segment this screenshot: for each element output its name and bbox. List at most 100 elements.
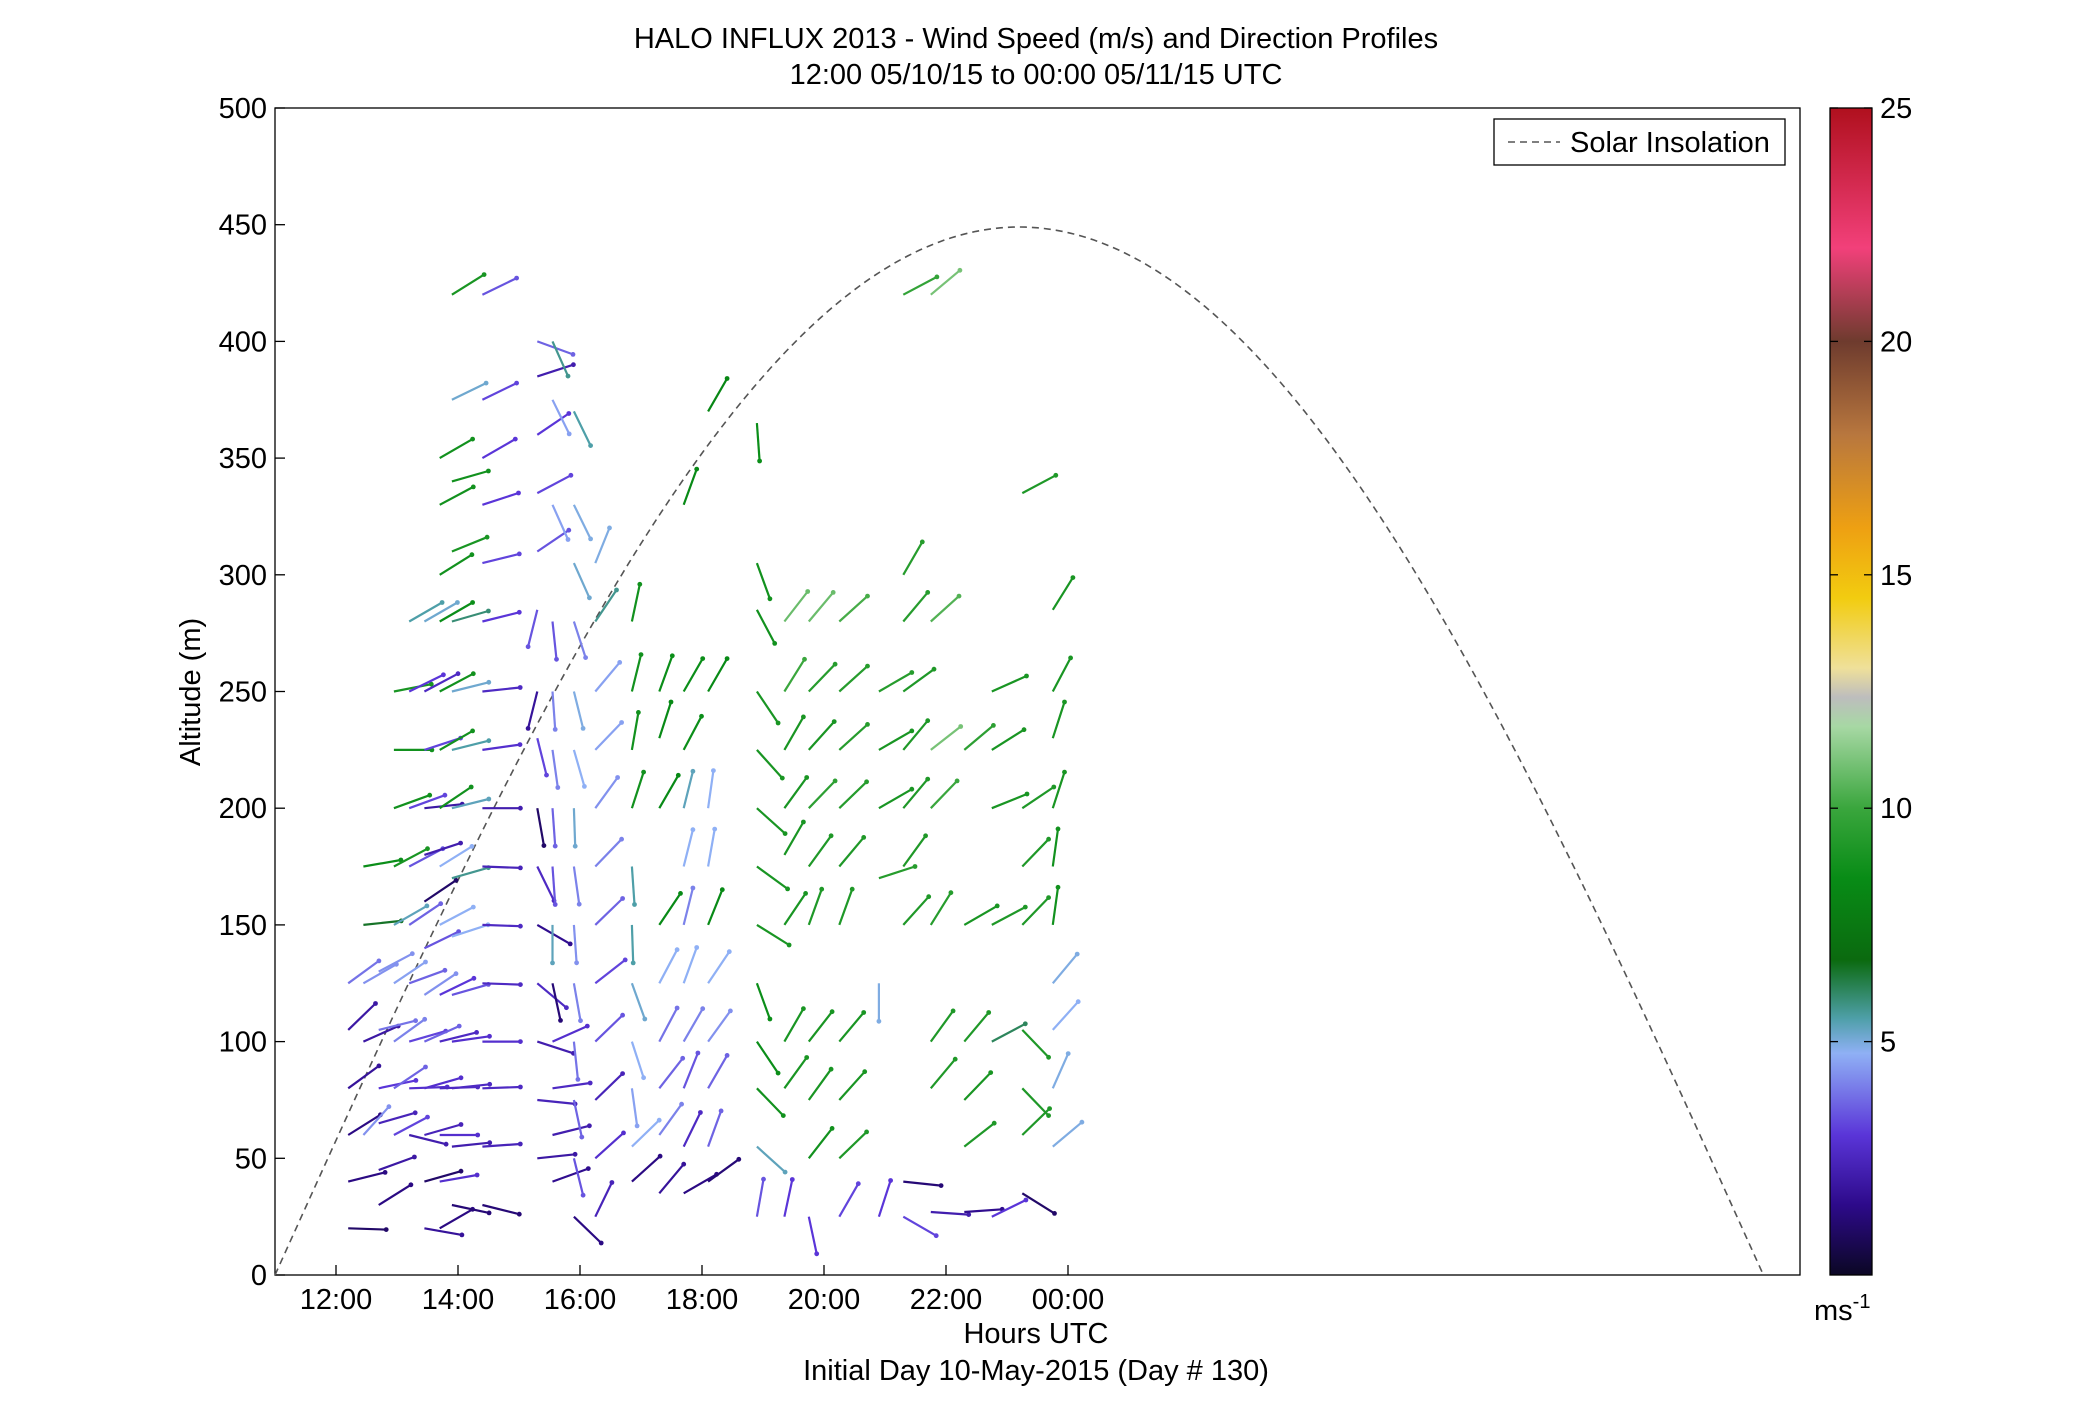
colorbar-tick-label: 25 [1880,93,1912,125]
wind-vector [930,269,961,296]
wind-vector [1051,887,1060,926]
wind-vector-tip [425,846,430,852]
wind-vector-tip [674,947,680,953]
wind-vector-tip [925,590,931,595]
wind-vector [378,952,413,973]
wind-vector [482,491,519,506]
wind-vector [572,1158,585,1196]
wind-vector-tip [468,784,474,790]
wind-vector-tip [767,1016,773,1022]
wind-vectors [347,267,1085,1257]
wind-vector [551,504,570,540]
wind-vector-tip [458,840,463,846]
wind-vector-tip [456,929,461,934]
wind-vector [408,1030,447,1043]
wind-vector-tip [580,726,586,731]
wind-vector-tip [1052,1211,1057,1216]
wind-vector [408,1133,447,1146]
wind-vector-tip [422,1016,428,1022]
wind-vector [1051,953,1079,985]
wind-vector [378,1183,412,1206]
wind-vector [551,691,557,730]
wind-vector-tip [1062,769,1067,775]
wind-vector [1051,1053,1070,1089]
wind-vector-tip [948,890,954,896]
wind-vector [902,1215,937,1237]
wind-vector [362,1025,399,1043]
wind-vector-tip [657,1153,663,1159]
wind-vector [482,552,520,565]
wind-vector-tip [555,785,561,790]
x-axis: 12:00 14:00 16:00 18:00 20:00 22:00 00:00 [300,1265,1104,1316]
chart-title: HALO INFLUX 2013 - Wind Speed (m/s) and … [634,23,1438,55]
wind-vector-tip [1046,836,1051,842]
wind-vector-tip [864,1129,869,1135]
wind-vector [439,1031,477,1043]
wind-vector [536,808,545,846]
wind-vector-tip [757,458,762,464]
wind-vector [594,1072,624,1101]
wind-vector-tip [567,941,573,947]
wind-vector-tip [1024,673,1029,679]
wind-vector [929,1058,957,1090]
wind-vector-tip [481,272,487,277]
wind-vector [594,661,621,693]
wind-vector-tip [698,1110,703,1115]
wind-vector [630,982,646,1020]
wind-vector [348,1227,387,1231]
wind-vector [783,1008,805,1043]
wind-vector [439,845,473,868]
wind-vector-tip [578,1018,583,1024]
wind-vector [347,1065,380,1090]
wind-vector [756,1087,785,1117]
wind-vector-tip [579,1134,585,1140]
wind-vector [930,780,958,809]
wind-vector [707,1054,729,1089]
wind-vector [756,865,789,890]
wind-vector [439,906,474,926]
wind-vector [682,1112,702,1148]
wind-vector-tip [470,671,476,677]
wind-vector-tip [412,1154,417,1160]
wind-vector [707,1158,740,1183]
wind-vector-tip [442,792,448,798]
wind-vector-tip [966,1212,972,1217]
wind-vector [783,590,809,623]
wind-vector-tip [888,1178,893,1183]
wind-vector [991,906,1026,926]
wind-vector [527,691,539,729]
wind-vector [902,895,930,926]
y-axis-label: Altitude (m) [175,618,207,766]
wind-vector-tip [694,466,700,472]
wind-vector [551,749,559,788]
wind-vector [572,1041,579,1080]
wind-vector-tip [865,722,870,727]
wind-vector-tip [700,656,706,661]
wind-vector-tip [1046,895,1051,900]
wind-vector [783,1056,808,1089]
wind-vector [838,1011,865,1043]
wind-vector-tip [443,1141,449,1147]
wind-vector-tip [690,827,696,833]
wind-vector-tip [424,903,430,909]
y-tick-label: 400 [219,326,267,358]
wind-vector [423,672,459,693]
wind-vector [439,438,474,460]
wind-vector [930,725,962,751]
wind-vector [552,1167,589,1183]
wind-vector [963,904,998,926]
wind-vector [439,786,472,810]
wind-vector [838,1131,868,1160]
wind-vector [807,835,832,868]
wind-vector [594,897,624,926]
wind-vector [551,808,557,847]
wind-vector-tip [829,1009,835,1015]
wind-vector [363,858,402,868]
wind-vector [682,1052,699,1089]
wind-vector-tip [458,1075,464,1081]
wind-vector-tip [588,443,593,448]
wind-vector-tip [585,1166,591,1171]
wind-vector-tip [470,728,475,734]
wind-vector-tip [541,843,547,848]
wind-vector [347,1171,386,1183]
